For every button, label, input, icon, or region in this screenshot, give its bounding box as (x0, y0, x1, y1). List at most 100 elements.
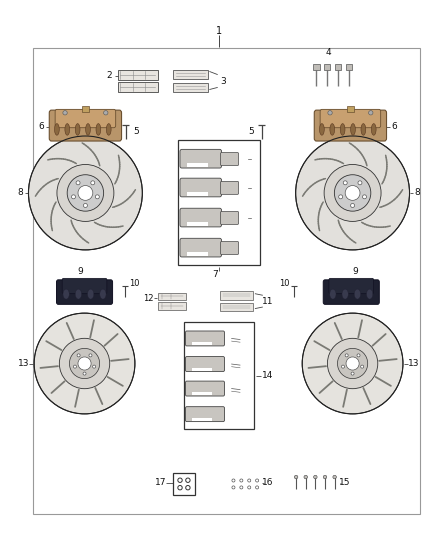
Ellipse shape (95, 195, 99, 199)
Ellipse shape (91, 181, 95, 185)
Ellipse shape (340, 124, 345, 135)
FancyBboxPatch shape (221, 212, 239, 224)
Text: 15: 15 (339, 479, 351, 487)
Bar (220, 291, 253, 300)
Ellipse shape (77, 354, 80, 357)
Text: 4: 4 (326, 48, 331, 56)
Text: 14: 14 (261, 372, 273, 380)
Bar (82, 107, 89, 112)
Bar (192, 368, 212, 371)
FancyBboxPatch shape (55, 109, 116, 128)
Ellipse shape (57, 165, 114, 221)
Ellipse shape (83, 372, 86, 375)
FancyBboxPatch shape (57, 280, 113, 304)
Bar (173, 70, 208, 79)
Ellipse shape (323, 475, 327, 479)
Ellipse shape (65, 124, 70, 135)
Bar (184, 322, 254, 429)
Text: 9: 9 (353, 268, 359, 276)
Ellipse shape (358, 181, 362, 185)
Ellipse shape (367, 289, 373, 299)
Text: 8: 8 (414, 189, 420, 197)
Bar (220, 303, 253, 311)
Ellipse shape (63, 289, 69, 299)
Text: 5: 5 (248, 127, 254, 136)
Ellipse shape (71, 195, 75, 199)
Ellipse shape (89, 354, 92, 357)
Ellipse shape (319, 124, 324, 135)
Ellipse shape (75, 124, 80, 135)
FancyBboxPatch shape (323, 280, 379, 304)
Ellipse shape (76, 181, 80, 185)
Ellipse shape (354, 289, 360, 299)
Ellipse shape (324, 165, 381, 221)
Ellipse shape (28, 136, 142, 250)
Text: 5: 5 (134, 127, 140, 136)
Text: 13: 13 (408, 359, 420, 368)
FancyBboxPatch shape (180, 208, 222, 227)
Ellipse shape (334, 175, 371, 211)
Text: 12: 12 (143, 294, 153, 303)
Bar (347, 107, 354, 112)
FancyBboxPatch shape (49, 110, 122, 141)
Ellipse shape (304, 475, 307, 479)
Text: 11: 11 (262, 297, 274, 305)
Ellipse shape (328, 338, 378, 389)
Bar (118, 70, 158, 80)
Ellipse shape (302, 313, 403, 414)
Ellipse shape (345, 354, 348, 357)
Ellipse shape (60, 338, 110, 389)
Ellipse shape (371, 124, 376, 135)
Ellipse shape (296, 136, 410, 250)
Bar (158, 293, 186, 300)
Ellipse shape (351, 372, 354, 375)
FancyBboxPatch shape (62, 278, 107, 294)
Ellipse shape (360, 365, 364, 368)
Text: 6: 6 (39, 123, 45, 131)
Ellipse shape (314, 475, 317, 479)
Text: 7: 7 (212, 270, 218, 279)
Ellipse shape (83, 204, 88, 207)
Bar (158, 302, 186, 310)
Text: 13: 13 (18, 359, 29, 368)
Ellipse shape (342, 365, 345, 368)
Ellipse shape (78, 185, 93, 200)
FancyBboxPatch shape (180, 238, 222, 257)
Text: 9: 9 (77, 268, 83, 276)
Bar (324, 64, 330, 70)
Ellipse shape (338, 349, 368, 378)
Bar (187, 222, 208, 226)
Text: 6: 6 (391, 123, 397, 131)
Text: 16: 16 (262, 479, 274, 487)
Ellipse shape (333, 475, 336, 479)
Ellipse shape (342, 289, 348, 299)
FancyBboxPatch shape (185, 357, 225, 372)
FancyBboxPatch shape (185, 381, 225, 396)
Ellipse shape (345, 185, 360, 200)
Ellipse shape (368, 110, 373, 115)
Text: 1: 1 (216, 26, 222, 36)
Ellipse shape (69, 349, 100, 378)
Bar (173, 473, 195, 495)
Bar (314, 64, 320, 70)
Ellipse shape (96, 124, 101, 135)
FancyBboxPatch shape (180, 149, 222, 168)
Ellipse shape (75, 289, 81, 299)
Ellipse shape (106, 124, 111, 135)
Ellipse shape (100, 289, 106, 299)
Ellipse shape (34, 313, 135, 414)
FancyBboxPatch shape (185, 331, 225, 346)
Bar (118, 82, 158, 92)
FancyBboxPatch shape (320, 109, 381, 128)
FancyBboxPatch shape (314, 110, 387, 141)
FancyBboxPatch shape (185, 407, 225, 422)
Ellipse shape (343, 181, 347, 185)
Ellipse shape (361, 124, 366, 135)
Ellipse shape (85, 124, 90, 135)
Ellipse shape (346, 357, 359, 370)
Ellipse shape (350, 124, 355, 135)
Bar (192, 392, 212, 395)
Ellipse shape (67, 175, 104, 211)
Bar (187, 164, 208, 167)
FancyBboxPatch shape (329, 278, 374, 294)
